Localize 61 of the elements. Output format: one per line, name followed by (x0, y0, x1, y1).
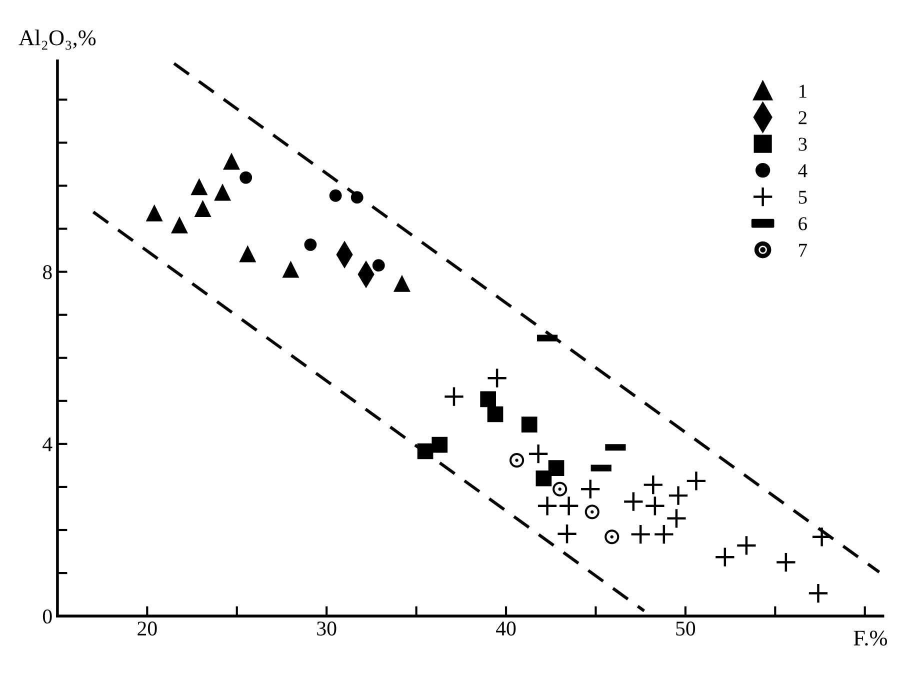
point (580, 478, 601, 500)
legend-label: 1 (800, 84, 806, 98)
point (642, 474, 664, 496)
point (536, 495, 558, 516)
point (604, 530, 620, 544)
y-tick-label: 4 (42, 437, 52, 452)
legend-label: 3 (798, 138, 807, 151)
point (393, 274, 410, 292)
point (432, 436, 448, 453)
legend-label: 4 (798, 164, 808, 178)
y-tick-label: 0 (42, 609, 52, 624)
point (556, 523, 578, 544)
point (417, 443, 434, 460)
point (372, 259, 385, 272)
point (548, 460, 564, 476)
point (714, 546, 736, 568)
x-tick-label: 20 (138, 622, 157, 636)
point (487, 406, 504, 422)
point (486, 368, 508, 389)
point (480, 391, 496, 408)
point (304, 238, 317, 251)
point (528, 443, 549, 464)
point (630, 524, 652, 545)
point (170, 216, 188, 234)
point (222, 152, 240, 170)
point (552, 482, 568, 496)
legend-label: 6 (798, 217, 807, 230)
point (521, 416, 538, 432)
point (350, 191, 364, 204)
legend-label: 5 (798, 190, 807, 204)
point (776, 552, 796, 573)
point (686, 470, 707, 492)
point (666, 508, 687, 529)
point (194, 200, 212, 218)
point (329, 189, 342, 202)
legend-label: 7 (799, 244, 807, 257)
point (653, 524, 674, 545)
point (736, 535, 757, 556)
x-tick-label: 30 (317, 622, 336, 636)
point (811, 526, 832, 548)
point (282, 260, 300, 278)
point (240, 171, 252, 184)
point (444, 386, 464, 408)
point (239, 245, 256, 262)
y-axis-title: Al₂O₃,% (18, 30, 96, 50)
point (214, 184, 232, 201)
point (146, 204, 163, 222)
point (668, 485, 689, 506)
legend-label: 2 (798, 111, 806, 124)
point (536, 470, 552, 486)
point (808, 582, 829, 604)
x-tick-label: 50 (676, 622, 696, 636)
x-tick-label: 40 (496, 622, 516, 636)
point (622, 491, 644, 512)
point (510, 453, 524, 468)
point (190, 178, 208, 196)
point (644, 495, 666, 516)
point (558, 495, 580, 516)
point (584, 504, 600, 520)
x-axis-title: F.% (854, 630, 888, 646)
y-tick-label: 8 (42, 265, 52, 280)
